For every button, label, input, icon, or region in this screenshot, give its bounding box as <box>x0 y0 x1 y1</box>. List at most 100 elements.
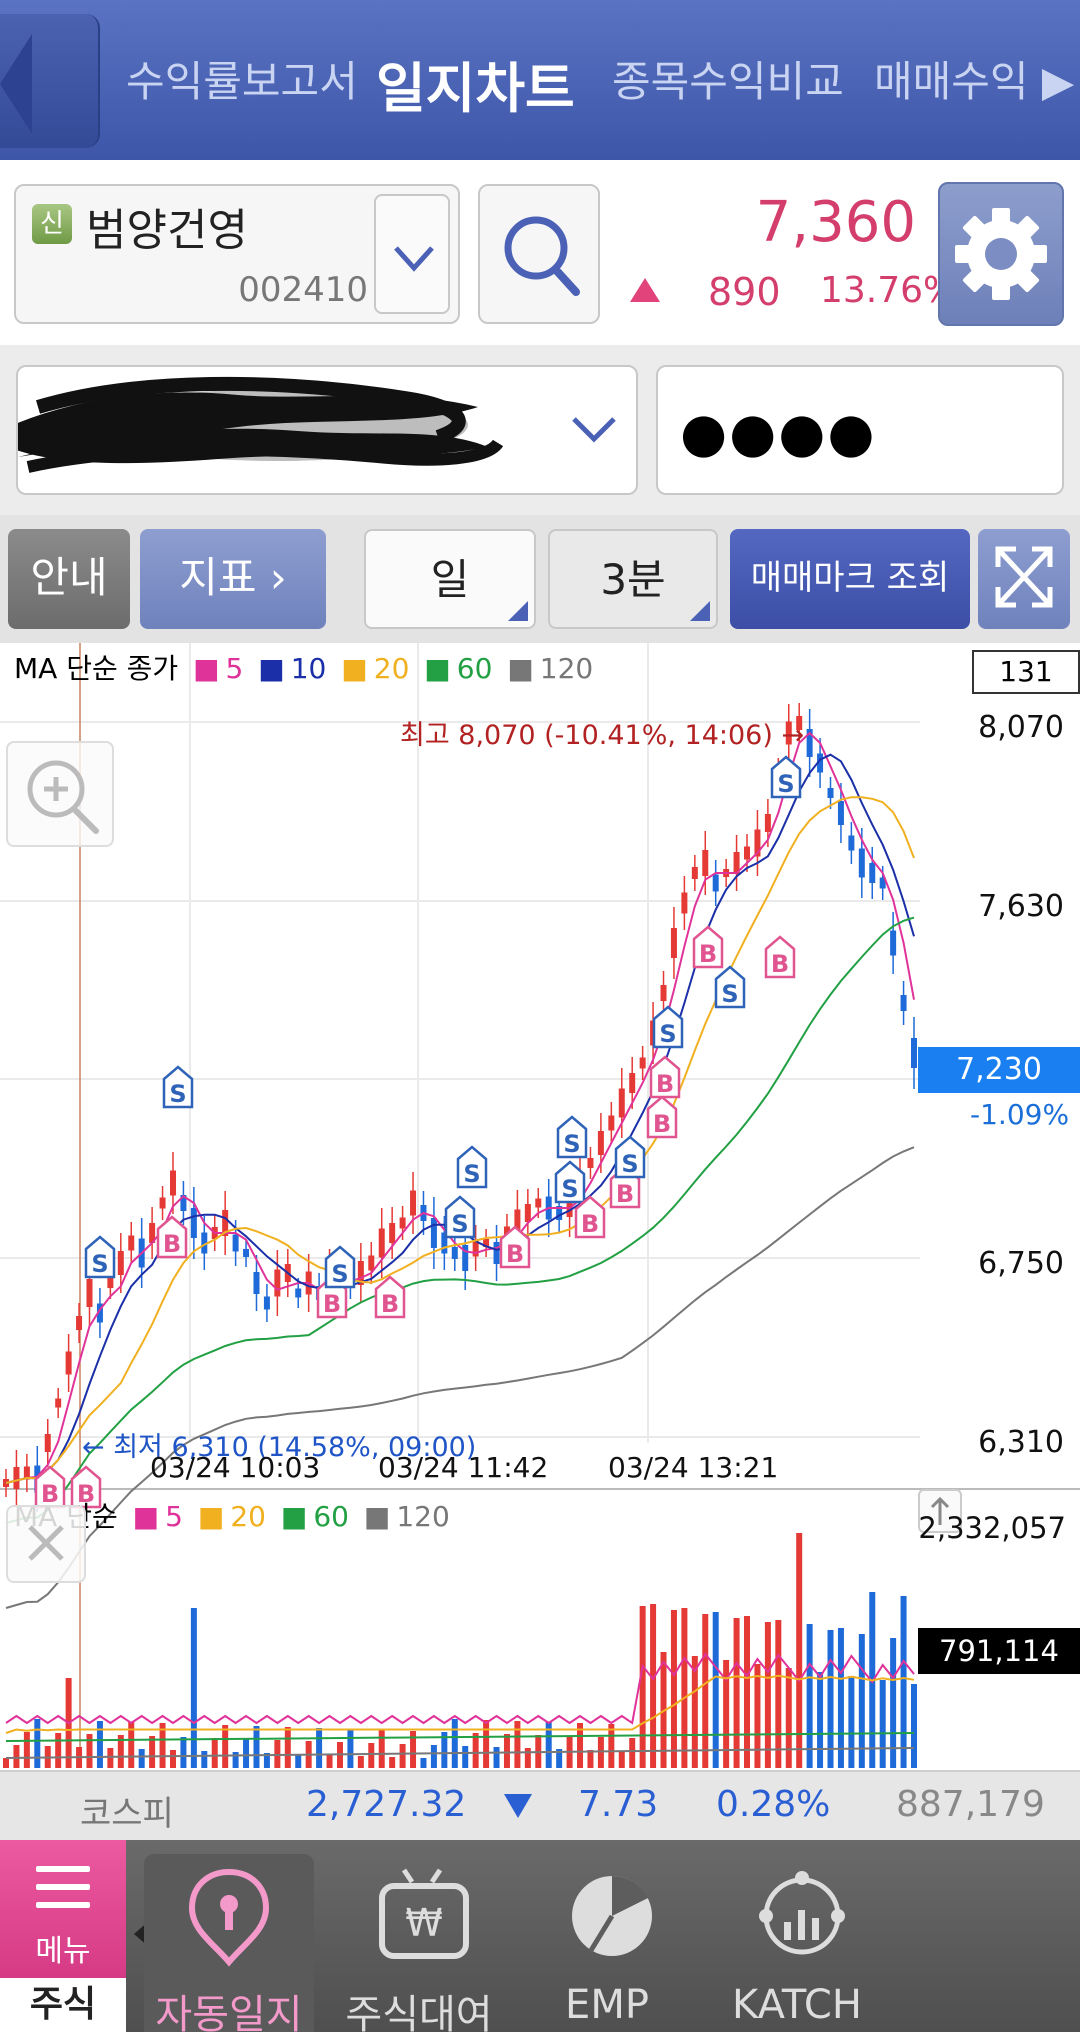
stock-category-tab[interactable]: 주식 <box>0 1978 126 2032</box>
current-change-label: -1.09% <box>970 1098 1070 1131</box>
candle-body <box>232 1234 239 1252</box>
trade-mark-B <box>374 1275 406 1319</box>
guide-button[interactable]: 안내 <box>8 529 130 629</box>
trade-mark-query-button[interactable]: 매매마크 조회 <box>730 529 970 629</box>
interval-value: 3분 <box>600 555 666 604</box>
trade-mark-label: B <box>656 1070 674 1098</box>
trade-mark-B <box>574 1195 606 1239</box>
nav-label: EMP <box>565 1982 649 2028</box>
back-button[interactable] <box>0 14 100 148</box>
search-button[interactable] <box>478 184 600 324</box>
volume-ma-line <box>5 1732 915 1742</box>
trade-mark-S <box>770 755 802 799</box>
volume-bar <box>55 1733 62 1768</box>
volume-bar <box>629 1738 636 1768</box>
volume-bar <box>712 1612 719 1768</box>
stock-selector[interactable]: 신 범양건영 002410 <box>14 184 460 324</box>
stock-name: 범양건영 <box>86 205 248 256</box>
candle-body <box>764 814 771 832</box>
volume-bar <box>827 1630 834 1768</box>
nav-katch[interactable]: KATCH <box>712 1854 882 2032</box>
candle-body <box>785 721 792 745</box>
tab-trade-profit[interactable]: 매매수익 ▶ <box>874 57 1075 106</box>
trade-mark-S <box>162 1065 194 1109</box>
candle-body <box>389 1223 396 1243</box>
candle-body <box>96 1303 103 1323</box>
candle-body <box>128 1235 135 1251</box>
volume-ma-legend: MA 단순 ■5 ■20 ■60 ■120 <box>14 1495 456 1535</box>
high-annotation: 최고 8,070 (-10.41%, 14:06) → <box>400 720 805 751</box>
scroll-up-button[interactable] <box>918 1489 962 1533</box>
menu-button[interactable]: 메뉴 <box>0 1840 126 1978</box>
volume-bar <box>702 1614 709 1768</box>
candle-body <box>23 1466 30 1480</box>
candle-body <box>754 829 761 857</box>
settings-button[interactable] <box>938 182 1064 326</box>
nav-auto-journal[interactable]: 자동일지 <box>144 1854 314 2032</box>
zoom-in-icon <box>27 760 99 834</box>
volume-bar <box>556 1749 563 1768</box>
candle-body <box>149 1223 156 1243</box>
volume-bar <box>639 1606 646 1768</box>
price-tick: 8,070 <box>978 710 1064 745</box>
account-selector[interactable] <box>16 365 638 495</box>
volume-bar <box>138 1749 145 1768</box>
ma120-label: 120 <box>539 652 594 685</box>
volume-bar <box>201 1751 208 1768</box>
nav-stock-lending[interactable]: ₩ 주식대여 <box>334 1854 504 2032</box>
candle-body <box>900 995 907 1011</box>
tab-return-report[interactable]: 수익률보고서 <box>126 57 358 106</box>
price-change-pct: 13.76% <box>820 270 958 311</box>
trade-mark-label: B <box>323 1290 341 1318</box>
moving-average-line <box>5 731 915 1484</box>
stock-code: 002410 <box>238 270 368 310</box>
nav-emp[interactable]: EMP <box>522 1854 692 2032</box>
tab-stock-compare[interactable]: 종목수익비교 <box>612 57 844 106</box>
expand-button[interactable] <box>978 529 1070 629</box>
low-annotation: ← 최저 6,310 (14.58%, 09:00) <box>82 1432 477 1463</box>
volume-bar <box>357 1756 364 1768</box>
candle-body <box>180 1195 187 1211</box>
pie-chart-icon <box>572 1875 652 1956</box>
ma10-label: 10 <box>290 652 327 685</box>
trade-mark-label: B <box>771 950 789 978</box>
candle-body <box>869 863 876 883</box>
candle-body <box>65 1351 72 1375</box>
volume-bar <box>389 1757 396 1768</box>
trade-mark-B <box>156 1215 188 1259</box>
volume-bar <box>3 1758 9 1768</box>
candle-body <box>827 788 834 798</box>
indicator-button[interactable]: 지표 › <box>140 529 326 629</box>
volume-bar <box>890 1638 897 1768</box>
volume-bar <box>900 1596 907 1768</box>
volume-bar <box>754 1664 761 1768</box>
trade-mark-label: S <box>331 1260 348 1288</box>
trade-mark-label: S <box>659 1020 676 1048</box>
candle-body <box>201 1232 208 1254</box>
volume-bar <box>169 1750 176 1768</box>
close-volume-button[interactable] <box>6 1505 86 1583</box>
tab-journal-chart[interactable]: 일지차트 <box>376 57 575 120</box>
trade-mark-S <box>554 1160 586 1204</box>
candle-body <box>670 928 677 958</box>
zoom-in-button[interactable] <box>6 741 114 847</box>
trade-mark-B <box>692 925 724 969</box>
volume-bar <box>211 1738 218 1768</box>
volume-bar <box>274 1740 281 1768</box>
index-name: 코스피 <box>80 1794 174 1834</box>
stock-dropdown-button[interactable] <box>374 194 450 314</box>
volume-bar <box>911 1684 917 1768</box>
period-select[interactable]: 일 <box>364 529 536 629</box>
volume-bar <box>483 1720 490 1768</box>
interval-select[interactable]: 3분 <box>548 529 718 629</box>
candle-body <box>796 716 803 730</box>
candle-body <box>117 1251 124 1275</box>
password-input[interactable]: ●●●● <box>656 365 1064 495</box>
volume-bar <box>879 1680 886 1768</box>
candle-body <box>744 846 751 860</box>
trade-mark-S <box>614 1135 646 1179</box>
svg-text:₩: ₩ <box>405 1901 443 1945</box>
trade-mark-label: S <box>451 1210 468 1238</box>
trade-mark-label: B <box>41 1480 59 1508</box>
